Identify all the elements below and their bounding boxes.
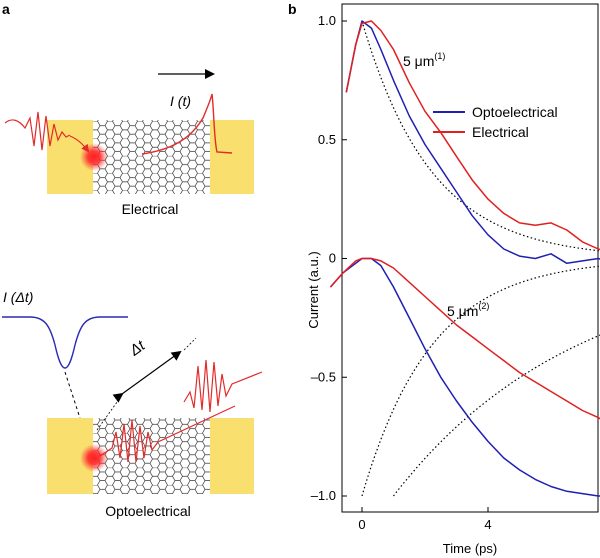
series-optoelectrical-top	[345, 20, 600, 265]
panel-b-label: b	[288, 1, 297, 17]
series-optoelectrical-bottom	[329, 257, 600, 497]
y-tick-label: –1.0	[311, 488, 336, 503]
pulse-arrow	[69, 135, 90, 153]
sampled-label: I (Δt)	[3, 289, 33, 305]
optical-pulse	[4, 111, 71, 151]
fit-curve-bottom	[361, 265, 600, 497]
annotation-top-sup: (1)	[434, 51, 445, 61]
delay-label: Δt	[126, 337, 149, 360]
current-pulse	[141, 93, 233, 155]
fit-curves	[361, 20, 600, 497]
graphene-lattice-2	[93, 418, 210, 494]
legend-label-optoelectrical: Optoelectrical	[472, 104, 558, 120]
fit-curve-bottom	[393, 334, 600, 497]
annotation-bottom: 5 μm(2)	[447, 301, 489, 319]
probe-pulse	[99, 405, 236, 463]
right-contact	[210, 120, 254, 194]
delay-arrow	[112, 350, 182, 403]
x-axis-label: Time (ps)	[443, 541, 497, 556]
electrical-device: I (t) Electrical	[4, 69, 254, 217]
annotation-bottom-sup: (2)	[478, 301, 489, 311]
legend-label-electrical: Electrical	[472, 124, 529, 140]
optoelectrical-label: Optoelectrical	[105, 503, 191, 519]
annotation-top: 5 μm(1)	[403, 51, 445, 69]
data-curves	[329, 20, 600, 497]
plot-frame	[341, 3, 599, 513]
signal-label: I (t)	[170, 93, 191, 109]
y-tick-label: 1.0	[318, 13, 336, 28]
delay-guide-left	[96, 397, 121, 431]
y-axis-label: Current (a.u.)	[306, 251, 321, 328]
delay-guide-right	[183, 337, 197, 351]
right-contact-2	[210, 418, 254, 494]
annotation-top-text: 5 μm	[403, 53, 434, 69]
x-tick-label: 4	[484, 517, 491, 532]
pump-pulse	[183, 359, 263, 413]
electrical-label: Electrical	[122, 201, 179, 217]
panel-b: b 048121.00.50–0.5–1.0 Current (a.u.) Ti…	[288, 1, 600, 556]
series-electrical-bottom	[329, 257, 600, 420]
panel-a: a I (t) Electrical I (Δt)	[2, 1, 263, 519]
x-tick-label: 0	[358, 517, 365, 532]
panel-a-label: a	[2, 1, 10, 17]
tick-group: 048121.00.50–0.5–1.0	[311, 13, 492, 532]
annotation-bottom-text: 5 μm	[447, 303, 478, 319]
y-tick-label: 0	[329, 251, 336, 266]
legend: Optoelectrical Electrical	[433, 104, 558, 140]
graphene-lattice	[93, 120, 210, 194]
laser-spot-2	[80, 444, 108, 472]
sampled-waveform	[2, 316, 128, 369]
laser-spot	[80, 143, 108, 171]
series-electrical-top	[345, 20, 600, 251]
optoelectrical-device: I (Δt) Δt Optoelectrical	[2, 289, 263, 519]
y-tick-label: 0.5	[318, 132, 336, 147]
chart: 048121.00.50–0.5–1.0	[311, 3, 600, 532]
y-tick-label: –0.5	[311, 369, 336, 384]
